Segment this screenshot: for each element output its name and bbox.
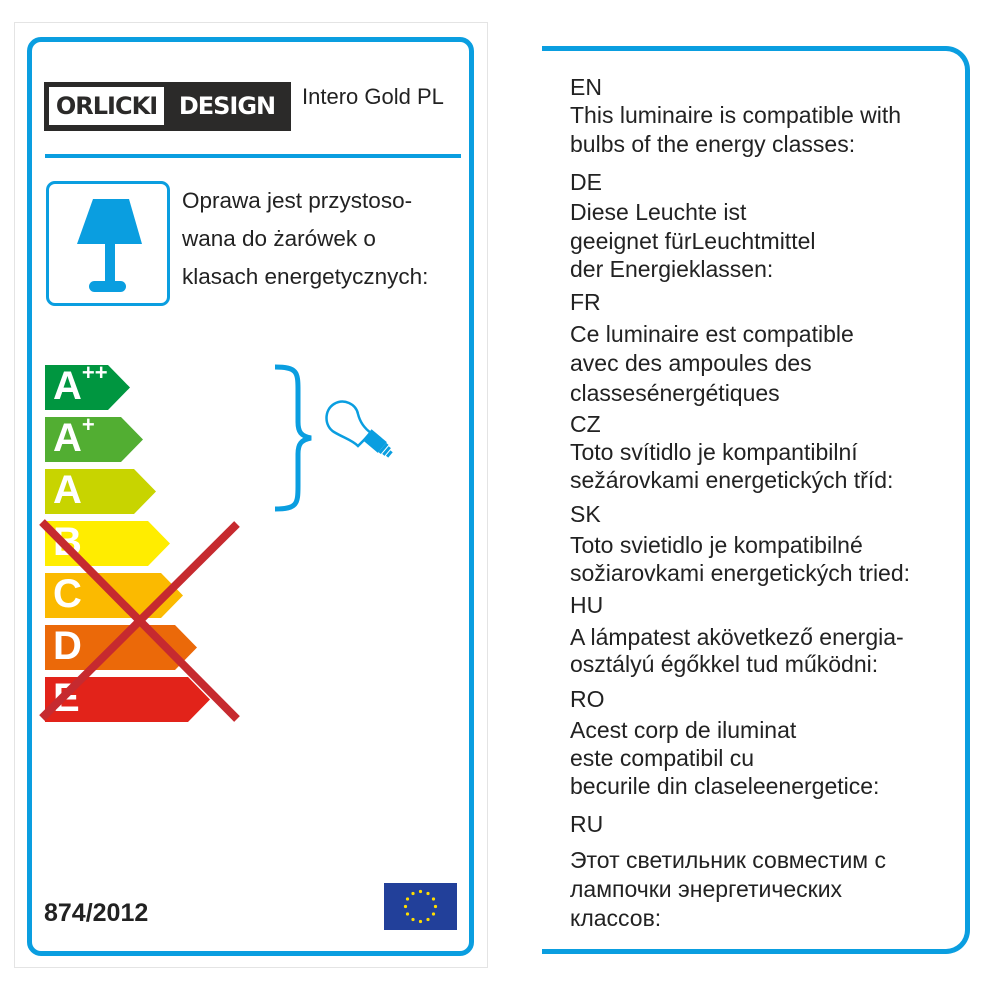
eu-star [433, 904, 438, 909]
language-code: DE [570, 169, 602, 195]
energy-class-bar: E [45, 676, 210, 722]
translation-line: sežárovkami energetických tříd: [570, 467, 894, 493]
logo-left-text: ORLICKI [49, 87, 164, 125]
translation-line: классов: [570, 905, 662, 931]
energy-class-bar: C [45, 572, 183, 618]
eu-star [411, 917, 415, 922]
eu-star [405, 912, 410, 916]
translation-line: This luminaire is compatible with [570, 102, 902, 128]
eu-star [405, 897, 410, 901]
translation-line: Ce luminaire est compatible [570, 321, 854, 347]
light-bulb-icon [325, 400, 393, 458]
left-label-sheet [14, 22, 488, 968]
translation-line: Diese Leuchte ist [570, 199, 747, 225]
translation-line: Этот светильник совместим с [570, 847, 886, 873]
energy-class-label: A [53, 468, 82, 513]
regulation-number: 874/2012 [44, 899, 149, 927]
energy-class-letter: A [53, 364, 82, 408]
language-code: FR [570, 289, 601, 315]
brace-icon [274, 364, 312, 512]
language-code: SK [570, 501, 601, 527]
energy-class-letter: C [53, 572, 82, 616]
translation-line: A lámpatest akövetkező energia- [570, 624, 904, 650]
eu-star [426, 917, 430, 922]
eu-star [403, 904, 408, 909]
translation-line: sožiarovkami energetických tried: [570, 560, 911, 586]
energy-class-letter: A [53, 416, 82, 460]
polish-text-line: Oprawa jest przystoso- [182, 188, 413, 213]
energy-class-letter: D [53, 624, 82, 668]
left-label-card [27, 37, 474, 956]
energy-class-label: D [53, 624, 82, 669]
energy-class-label: B [53, 520, 82, 565]
model-name: Intero Gold PL [302, 84, 444, 109]
divider [45, 154, 461, 158]
eu-star [426, 891, 430, 896]
energy-class-bar: A+ [45, 412, 143, 462]
energy-class-suffix: ++ [81, 360, 108, 385]
energy-class-label: A+ [53, 412, 95, 461]
eu-flag-icon [384, 883, 457, 930]
translation-line: der Energieklassen: [570, 256, 774, 282]
table-lamp-icon [77, 199, 142, 292]
translation-line: Acest corp de iluminat [570, 717, 797, 743]
energy-class-letter: A [53, 468, 82, 512]
language-code: HU [570, 592, 604, 618]
translation-line: Toto svietidlo je kompatibilné [570, 532, 863, 558]
logo-right-text: DESIGN [178, 92, 276, 120]
energy-class-label: E [53, 676, 80, 721]
lamp-icon-box [46, 181, 170, 306]
translations-panel [542, 46, 970, 954]
eu-star [431, 912, 436, 916]
energy-class-letter: B [53, 520, 82, 564]
energy-class-bar: D [45, 624, 197, 670]
energy-class-label: A++ [53, 360, 108, 409]
eu-star [411, 891, 415, 896]
translation-line: becurile din claseleenergetice: [570, 773, 880, 799]
energy-class-label: C [53, 572, 82, 617]
eu-star [418, 919, 423, 924]
polish-text-line: klasach energetycznych: [182, 264, 429, 289]
brand-logo: ORLICKI DESIGN [44, 82, 291, 131]
language-code: RU [570, 811, 604, 837]
translation-line: este compatibil cu [570, 745, 755, 771]
translation-line: geeignet fürLeuchtmittel [570, 228, 816, 254]
translation-line: лампочки энергетических [570, 876, 843, 902]
translation-line: classesénergétiques [570, 380, 780, 406]
language-code: RO [570, 686, 605, 712]
energy-class-letter: E [53, 676, 80, 720]
energy-class-bar: B [45, 520, 170, 566]
eu-star [431, 897, 436, 901]
translation-line: bulbs of the energy classes: [570, 131, 856, 157]
polish-text-line: wana do żarówek o [182, 226, 376, 251]
translation-line: Toto svítidlo je kompantibilní [570, 439, 858, 465]
language-code: EN [570, 74, 602, 100]
energy-class-bar: A [45, 468, 156, 514]
language-code: CZ [570, 411, 601, 437]
energy-class-suffix: + [81, 412, 95, 437]
translation-line: avec des ampoules des [570, 350, 812, 376]
eu-star [418, 889, 423, 894]
energy-class-bar: A++ [45, 360, 130, 410]
translation-line: osztályú égőkkel tud működni: [570, 651, 879, 677]
